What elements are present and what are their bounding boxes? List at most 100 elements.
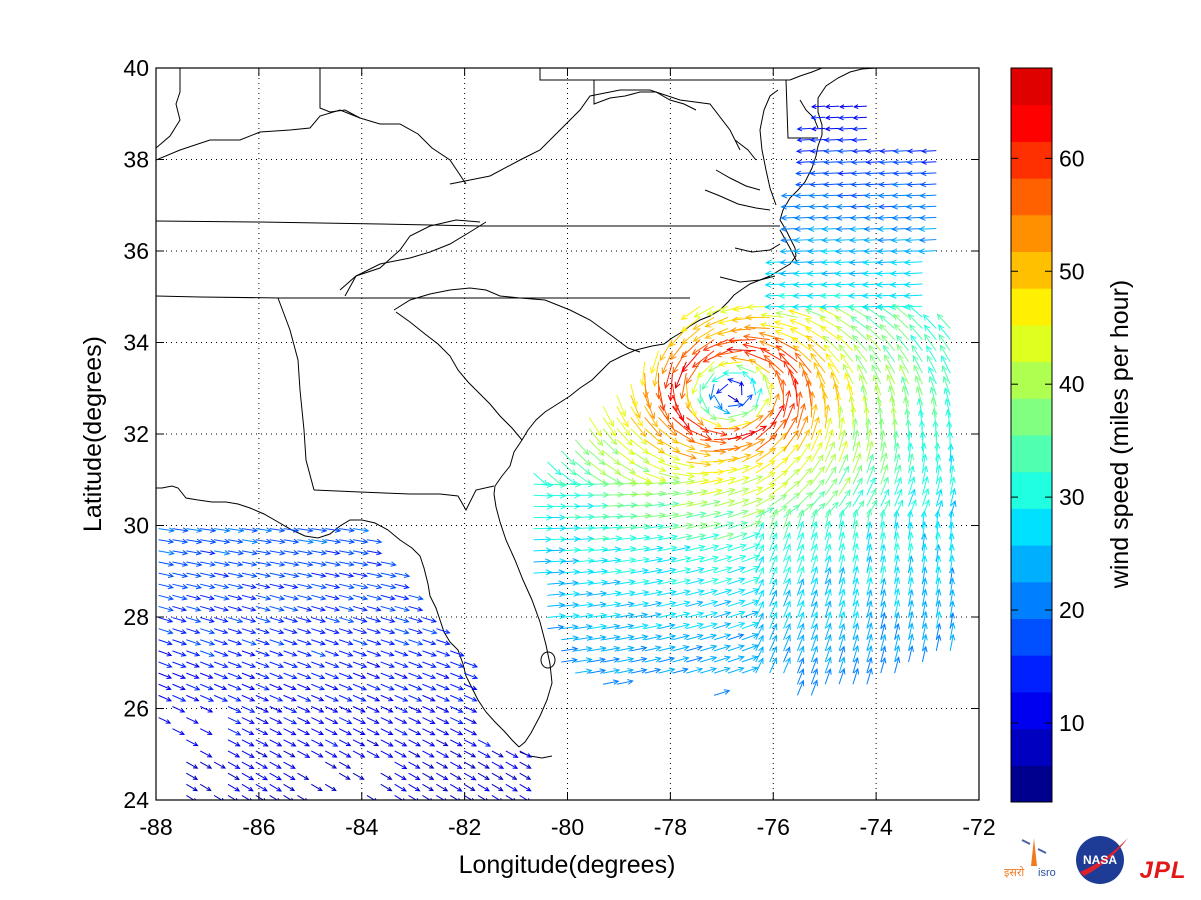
border-in-ky — [156, 68, 181, 149]
wind-arrow — [686, 600, 704, 607]
wind-arrow — [227, 538, 244, 545]
wind-arrow — [186, 683, 201, 691]
wind-arrow — [667, 372, 674, 402]
wind-arrow — [926, 345, 937, 363]
wind-arrow — [796, 402, 806, 429]
wind-arrow — [672, 450, 697, 460]
wind-arrow — [894, 622, 901, 640]
wind-arrow — [783, 543, 791, 563]
wind-arrow — [255, 527, 273, 533]
wind-arrow — [297, 538, 315, 545]
wind-arrow — [910, 334, 923, 352]
wind-arrow — [773, 320, 798, 329]
wind-arrow — [863, 192, 881, 199]
wind-arrow — [408, 683, 423, 691]
wind-arrow — [408, 772, 421, 781]
wind-arrow — [436, 683, 450, 691]
wind-arrow — [574, 450, 592, 467]
isro-satellite-panel-icon-2 — [1037, 848, 1047, 854]
wind-arrow — [686, 533, 707, 541]
wind-arrow — [408, 694, 423, 702]
wind-arrow — [241, 550, 259, 556]
wind-arrow — [352, 683, 368, 691]
wind-arrow — [436, 628, 451, 635]
wind-arrow — [338, 739, 352, 747]
y-tick-label: 36 — [123, 238, 149, 264]
wind-arrow — [241, 538, 259, 545]
wind-arrow — [227, 561, 244, 567]
wind-arrow — [824, 543, 832, 563]
wind-arrow — [199, 783, 212, 792]
wind-arrow — [741, 450, 765, 463]
wind-arrow — [921, 487, 930, 507]
wind-arrow — [200, 583, 216, 590]
wind-arrow — [948, 521, 955, 540]
wind-arrow — [866, 543, 873, 563]
x-tick-label: -74 — [860, 814, 893, 840]
wind-arrow — [699, 405, 717, 421]
wind-arrow — [912, 354, 923, 374]
wind-arrow — [866, 633, 873, 652]
wind-arrow — [213, 683, 228, 691]
wind-arrow — [547, 602, 566, 609]
wind-arrow — [810, 543, 818, 563]
wind-arrow — [804, 308, 826, 318]
wind-arrow — [866, 487, 877, 507]
wind-arrow — [823, 137, 840, 143]
wind-vectors — [158, 104, 957, 800]
wind-arrow — [823, 344, 840, 363]
y-tick-label: 28 — [123, 604, 149, 630]
wind-arrow — [700, 521, 721, 530]
wind-arrow — [810, 634, 819, 652]
wind-arrow — [436, 672, 450, 679]
wind-arrow — [713, 633, 732, 641]
wind-arrow — [255, 661, 270, 668]
jpl-text: JPL — [1139, 857, 1186, 882]
wind-arrow — [505, 794, 516, 800]
wind-arrow — [422, 617, 438, 623]
wind-arrow — [352, 772, 365, 780]
wind-arrow — [835, 203, 854, 210]
wind-arrow — [338, 605, 355, 612]
wind-arrow — [186, 639, 202, 646]
wind-arrow — [714, 425, 741, 432]
wind-arrow — [672, 656, 690, 663]
wind-arrow — [283, 650, 298, 657]
wind-arrow — [822, 192, 840, 199]
wind-arrow — [783, 416, 798, 440]
wind-arrow — [741, 486, 764, 496]
wind-arrow — [297, 572, 313, 578]
wind-arrow — [227, 728, 242, 736]
wind-arrow — [463, 739, 478, 747]
wind-arrow — [283, 783, 296, 792]
colorbar-band — [1011, 214, 1052, 252]
wind-arrow — [672, 461, 696, 469]
wind-arrow — [450, 717, 464, 725]
wind-arrow — [808, 203, 826, 210]
wind-arrow — [713, 521, 735, 530]
wind-arrow — [297, 617, 312, 623]
wind-arrow — [158, 683, 172, 691]
wind-arrow — [824, 466, 837, 485]
wind-arrow — [852, 464, 863, 485]
wind-arrow — [658, 461, 681, 471]
wind-arrow — [269, 550, 286, 556]
wind-arrow — [227, 683, 242, 691]
wind-arrow — [158, 561, 175, 567]
wind-arrow — [852, 440, 861, 463]
wind-arrow — [681, 350, 701, 373]
wind-arrow — [838, 520, 846, 540]
wind-arrow — [311, 561, 328, 567]
wind-arrow — [366, 706, 380, 713]
wind-arrow — [311, 527, 328, 533]
wind-arrow — [630, 656, 648, 663]
wind-arrow — [422, 706, 436, 713]
wind-arrow — [325, 661, 340, 668]
wind-arrow — [644, 406, 658, 428]
wind-arrow — [519, 761, 532, 769]
wind-arrow — [672, 500, 695, 507]
wind-arrow — [805, 379, 812, 407]
wind-arrow — [589, 524, 610, 531]
colorbar-band — [1011, 361, 1052, 399]
x-tick-label: -86 — [242, 814, 275, 840]
